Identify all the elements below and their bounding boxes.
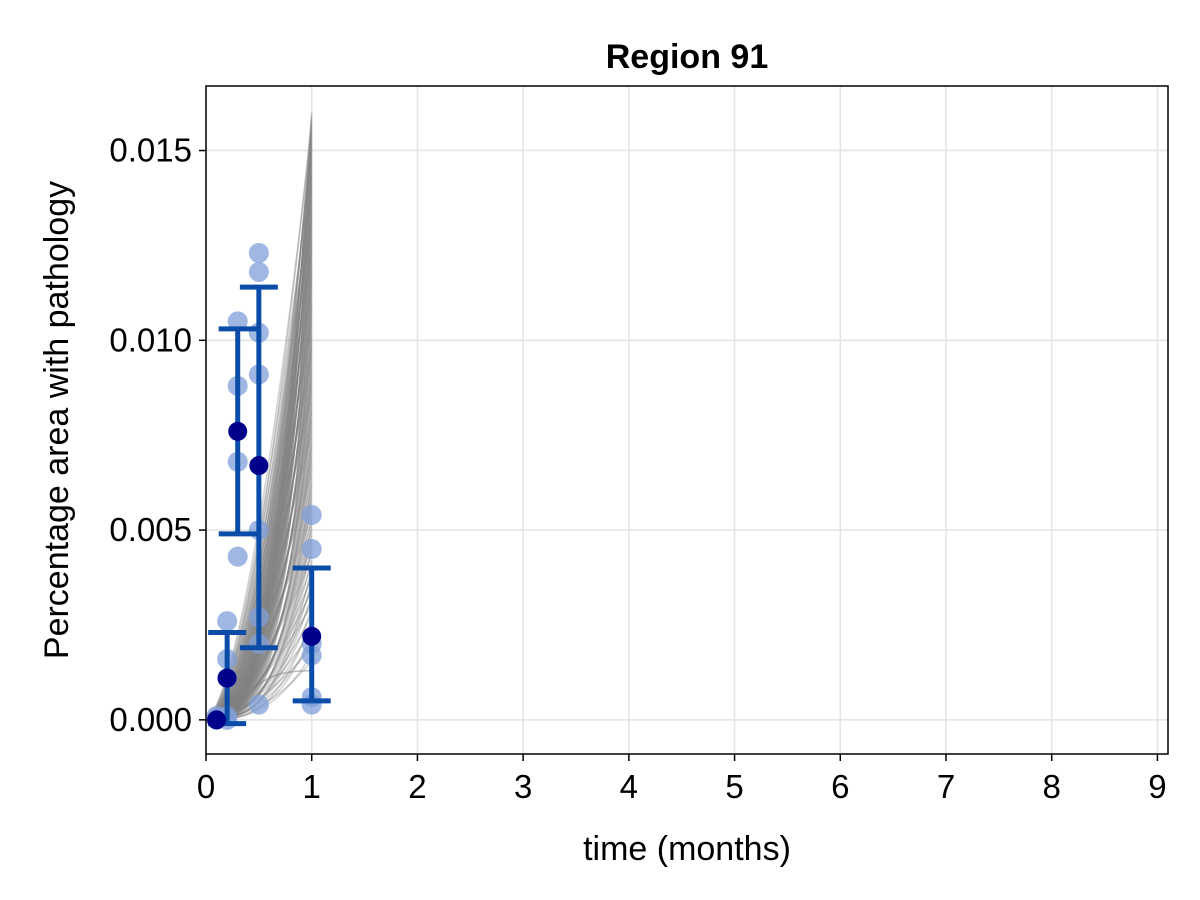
x-tick-label: 0 (197, 768, 215, 805)
mean-points (207, 421, 322, 730)
x-tick-label: 6 (831, 768, 849, 805)
mean-point (228, 421, 248, 441)
y-tick-label: 0.005 (109, 511, 192, 548)
x-tick-label: 4 (620, 768, 638, 805)
x-tick-label: 7 (937, 768, 955, 805)
y-tick-label: 0.000 (109, 701, 192, 738)
plot-frame (205, 85, 1169, 755)
observation-point (217, 611, 238, 632)
observation-point (301, 539, 322, 560)
y-tick-label: 0.015 (109, 132, 192, 169)
observation-point (301, 504, 322, 525)
mean-point (249, 456, 269, 476)
x-axis: 0 1 2 3 4 5 6 7 8 9 (197, 754, 1167, 805)
x-tick-label: 1 (303, 768, 321, 805)
mean-point (302, 626, 322, 646)
x-tick-label: 5 (725, 768, 743, 805)
y-tick-label: 0.010 (109, 321, 192, 358)
x-tick-label: 9 (1148, 768, 1166, 805)
observation-point (248, 261, 269, 282)
y-axis-label: Percentage area with pathology (38, 181, 76, 659)
y-axis: 0.000 0.005 0.010 0.015 (109, 132, 206, 738)
chart-title: Region 91 (606, 38, 768, 76)
x-tick-label: 3 (514, 768, 532, 805)
x-axis-label: time (months) (583, 830, 791, 868)
observation-point (227, 546, 248, 567)
mean-point (217, 668, 237, 688)
x-tick-label: 2 (408, 768, 426, 805)
observation-point (227, 311, 248, 332)
observation-point (248, 694, 269, 715)
x-tick-label: 8 (1043, 768, 1061, 805)
observation-point (248, 243, 269, 263)
mean-point (207, 710, 227, 730)
grid (205, 86, 1168, 754)
